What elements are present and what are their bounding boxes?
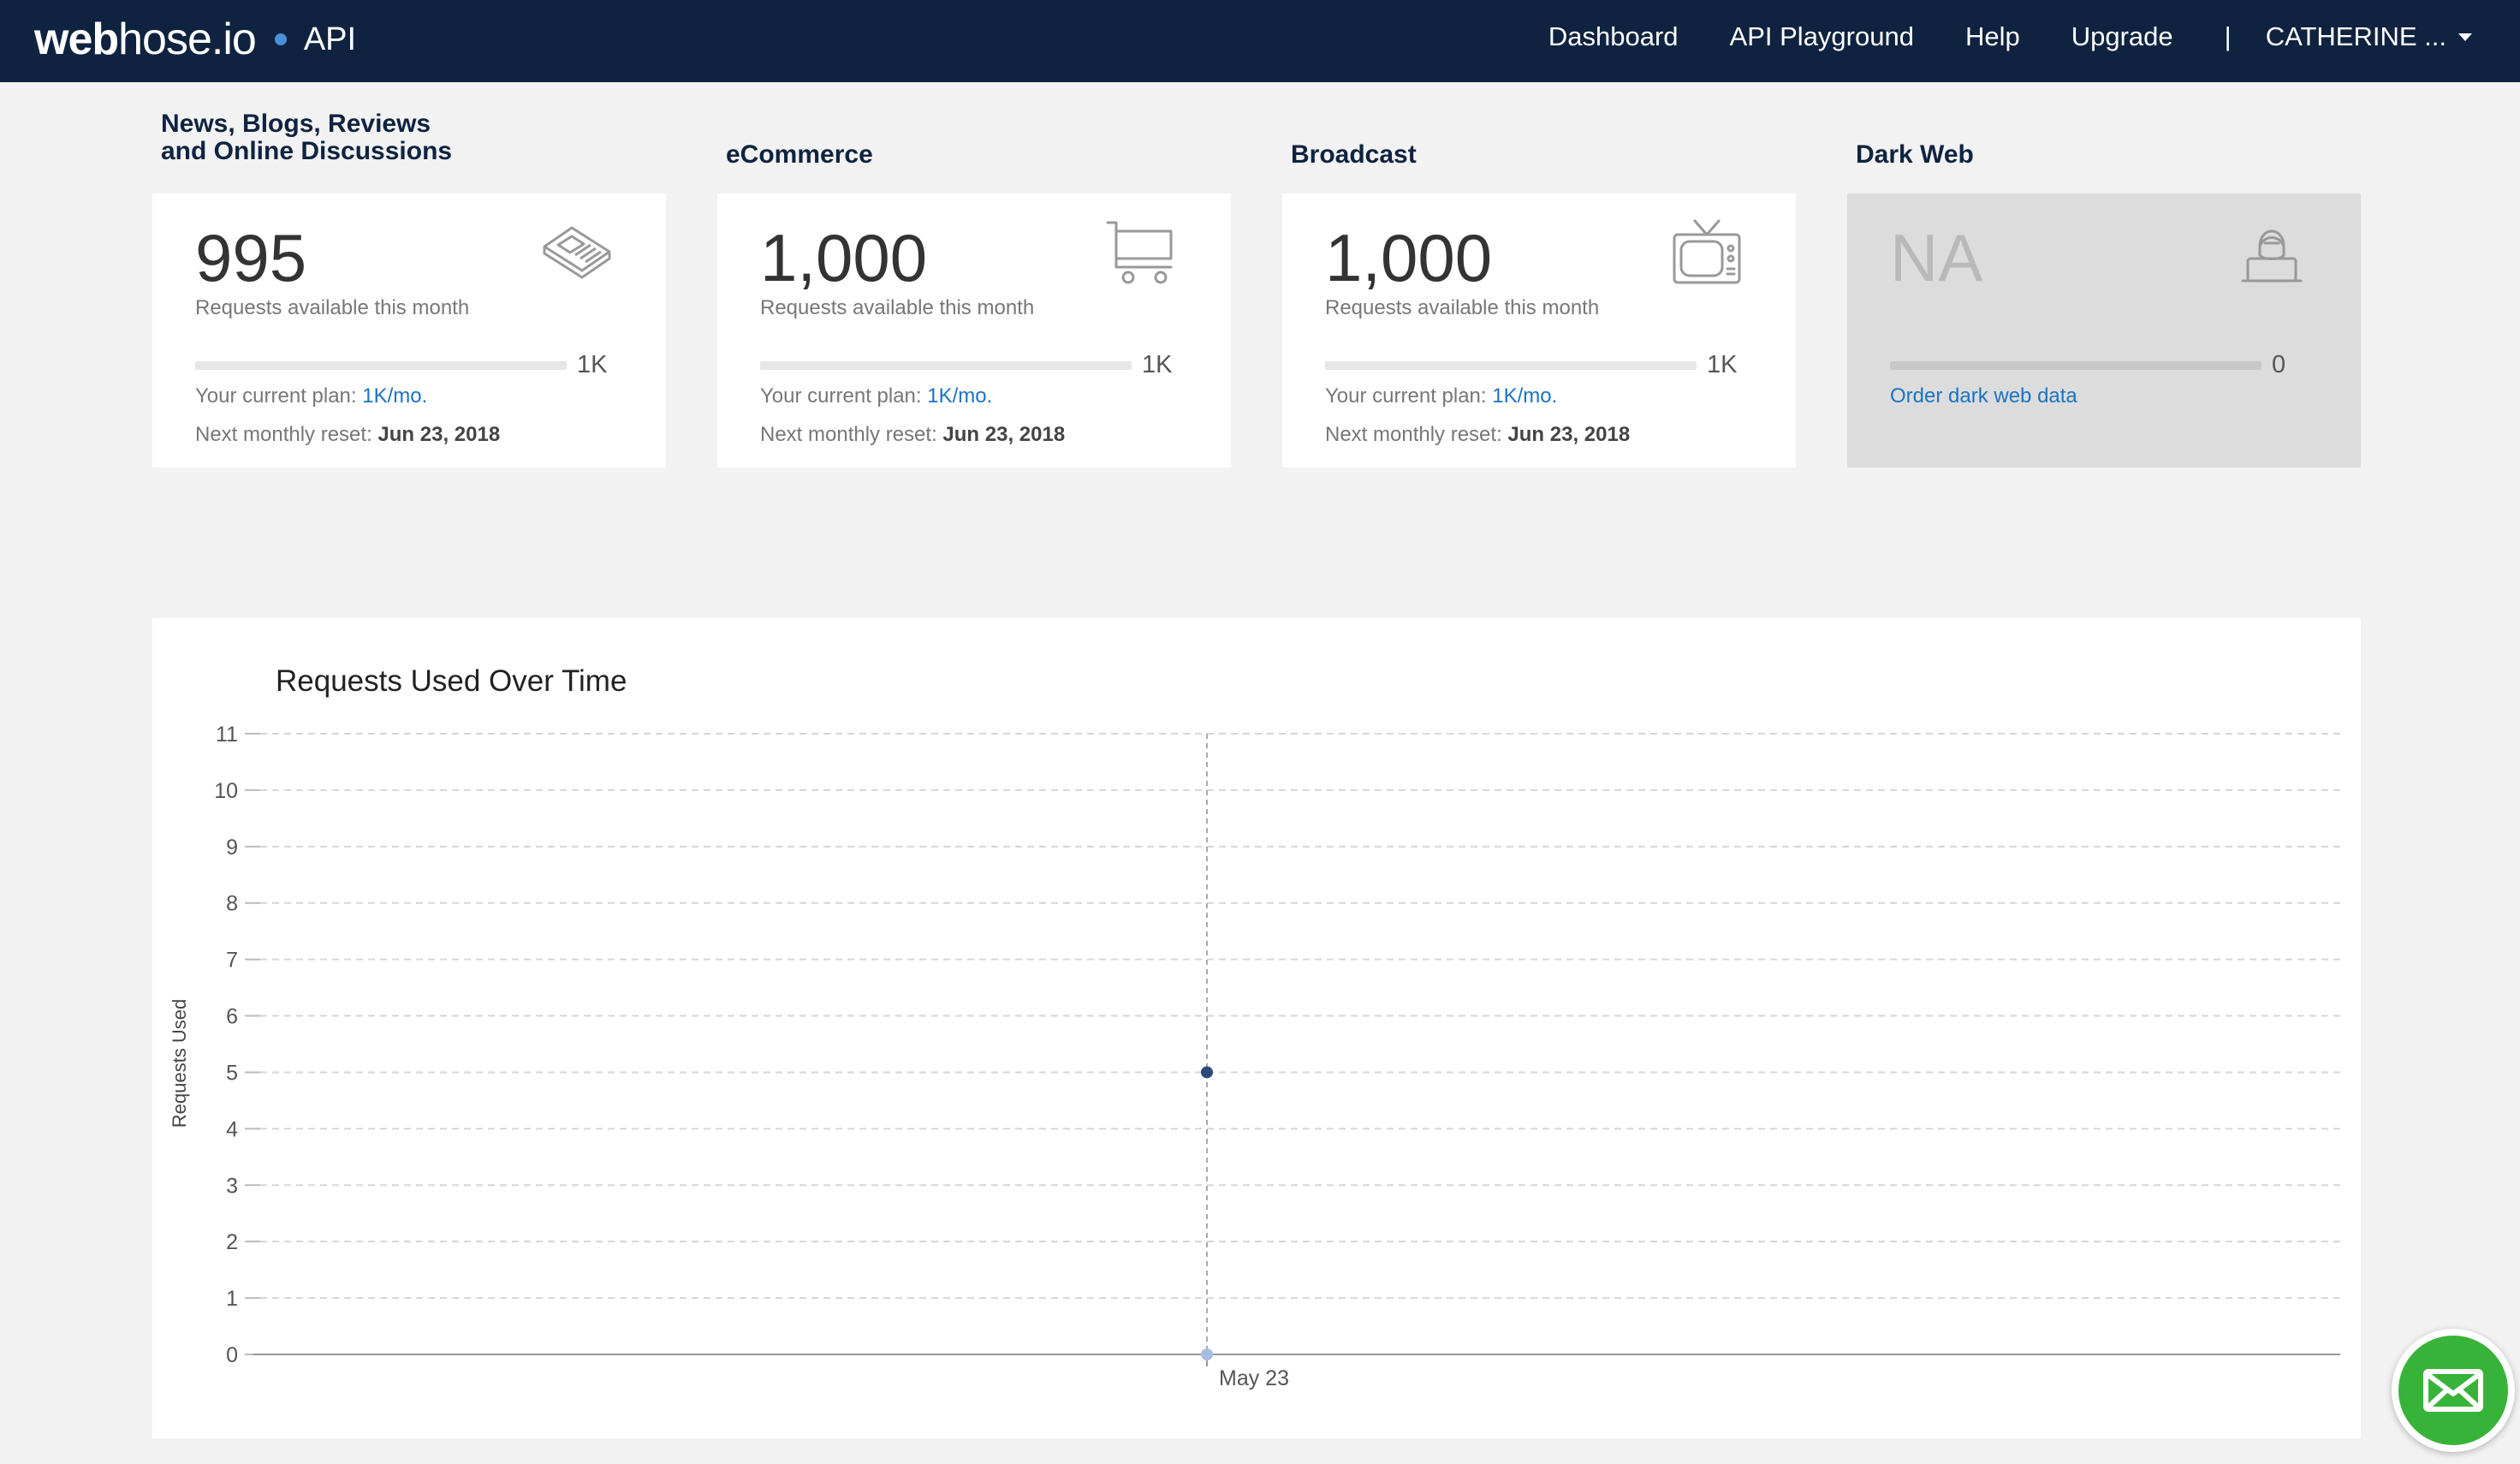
y-tick-label: 7 [226, 949, 238, 973]
logo-hose: hose.io [118, 15, 257, 64]
usage-bar-limit: 0 [2272, 351, 2286, 378]
usage-bar-limit: 1K [577, 351, 608, 378]
chat-button[interactable] [2392, 1329, 2515, 1452]
y-tick-label: 4 [226, 1117, 238, 1141]
next-reset-date: Jun 23, 2018 [942, 423, 1066, 446]
y-tick-label: 0 [226, 1343, 238, 1367]
y-tick-label: 5 [226, 1061, 238, 1085]
nav-api-playground[interactable]: API Playground [1729, 21, 1914, 51]
current-plan: Your current plan: 1K/mo. [195, 384, 427, 408]
current-plan-link[interactable]: 1K/mo. [927, 384, 993, 408]
hacker-icon [2241, 229, 2303, 283]
nav-help[interactable]: Help [1964, 21, 2020, 51]
data-point[interactable] [1201, 1066, 1213, 1079]
user-name: CATHERINE ... [2265, 21, 2446, 51]
current-plan-link[interactable]: 1K/mo. [362, 384, 428, 408]
next-reset-label: Next monthly reset: [1325, 423, 1502, 446]
main-nav: Dashboard API Playground Help Upgrade | … [1548, 0, 2520, 74]
requests-chart-card: Requests Used Over Time 0 1 2 3 4 5 6 7 8 9 10 11 M… [152, 618, 2361, 1438]
y-tick-label: 6 [226, 1005, 238, 1029]
next-reset: Next monthly reset: Jun 23, 2018 [760, 423, 1065, 447]
current-plan: Your current plan: 1K/mo. [760, 384, 992, 408]
requests-chart: 0 1 2 3 4 5 6 7 8 9 10 11 May 23 [214, 723, 2340, 1390]
card-broadcast: 1,000 Requests available this month 1K Y… [1282, 193, 1796, 467]
shopping-cart-icon [1106, 221, 1173, 284]
usage-bar [1325, 361, 1697, 370]
user-menu[interactable]: CATHERINE ... [2266, 21, 2472, 52]
nav-upgrade[interactable]: Upgrade [2071, 21, 2173, 51]
current-plan-label: Your current plan: [1325, 384, 1487, 408]
y-tick-label: 2 [226, 1230, 238, 1254]
usage-bar-limit: 1K [1707, 351, 1738, 378]
nav-dashboard[interactable]: Dashboard [1548, 21, 1679, 51]
chat-button-inner [2398, 1336, 2508, 1445]
next-reset: Next monthly reset: Jun 23, 2018 [1325, 423, 1630, 447]
mail-icon [2423, 1369, 2483, 1412]
current-plan: Your current plan: 1K/mo. [1325, 384, 1557, 408]
current-plan-label: Your current plan: [195, 384, 357, 408]
logo-dot [274, 33, 287, 45]
usage-bar-limit: 1K [1142, 351, 1173, 378]
next-reset-label: Next monthly reset: [195, 423, 372, 446]
section-title-ecommerce: eCommerce [726, 140, 873, 169]
section-title-news: News, Blogs, Reviews and Online Discussi… [161, 110, 453, 165]
requests-available-value: 995 [195, 220, 307, 295]
requests-available-value: 1,000 [760, 220, 928, 295]
order-dark-web-link[interactable]: Order dark web data [1890, 384, 2077, 408]
y-axis-label: Requests Used [171, 999, 190, 1128]
usage-bar [195, 361, 567, 370]
card-news: 995 Requests available this month 1K You… [152, 193, 666, 467]
y-tick-label: 10 [214, 779, 238, 803]
webhose-logo[interactable]: web hose.io API [34, 12, 356, 67]
y-tick-label: 8 [226, 892, 238, 916]
logo-web: web [34, 15, 119, 64]
requests-available-value: 1,000 [1325, 220, 1493, 295]
y-tick-label: 3 [226, 1174, 238, 1198]
x-tick-label: May 23 [1219, 1366, 1289, 1390]
baseline-point [1201, 1348, 1213, 1360]
next-reset: Next monthly reset: Jun 23, 2018 [195, 423, 500, 447]
caret-down-icon [2458, 33, 2472, 41]
requests-available-label: Requests available this month [195, 296, 470, 319]
logo-product: API [303, 21, 357, 57]
usage-bar [760, 361, 1132, 370]
card-ecommerce: 1,000 Requests available this month 1K Y… [717, 193, 1231, 467]
section-title-dark-web: Dark Web [1856, 140, 1974, 169]
y-tick-label: 9 [226, 836, 238, 860]
y-tick-label: 1 [226, 1287, 238, 1311]
chart-title: Requests Used Over Time [276, 664, 627, 698]
y-axis-label-wrap: Requests Used [171, 999, 190, 1128]
next-reset-date: Jun 23, 2018 [377, 423, 501, 446]
y-tick-label: 11 [216, 723, 238, 747]
next-reset-label: Next monthly reset: [760, 423, 937, 446]
requests-available-label: Requests available this month [760, 296, 1035, 319]
top-navbar: web hose.io API Dashboard API Playground… [0, 0, 2520, 82]
requests-available-value: NA [1890, 220, 1983, 295]
current-plan-link[interactable]: 1K/mo. [1492, 384, 1558, 408]
usage-bar [1890, 361, 2261, 370]
next-reset-date: Jun 23, 2018 [1507, 423, 1631, 446]
newspaper-icon [543, 226, 611, 279]
card-dark-web: NA 0 Order dark web data [1847, 193, 2361, 467]
section-title-broadcast: Broadcast [1291, 140, 1417, 169]
nav-separator: | [2224, 21, 2232, 51]
current-plan-label: Your current plan: [760, 384, 922, 408]
requests-available-label: Requests available this month [1325, 296, 1600, 319]
tv-icon [1673, 219, 1741, 284]
